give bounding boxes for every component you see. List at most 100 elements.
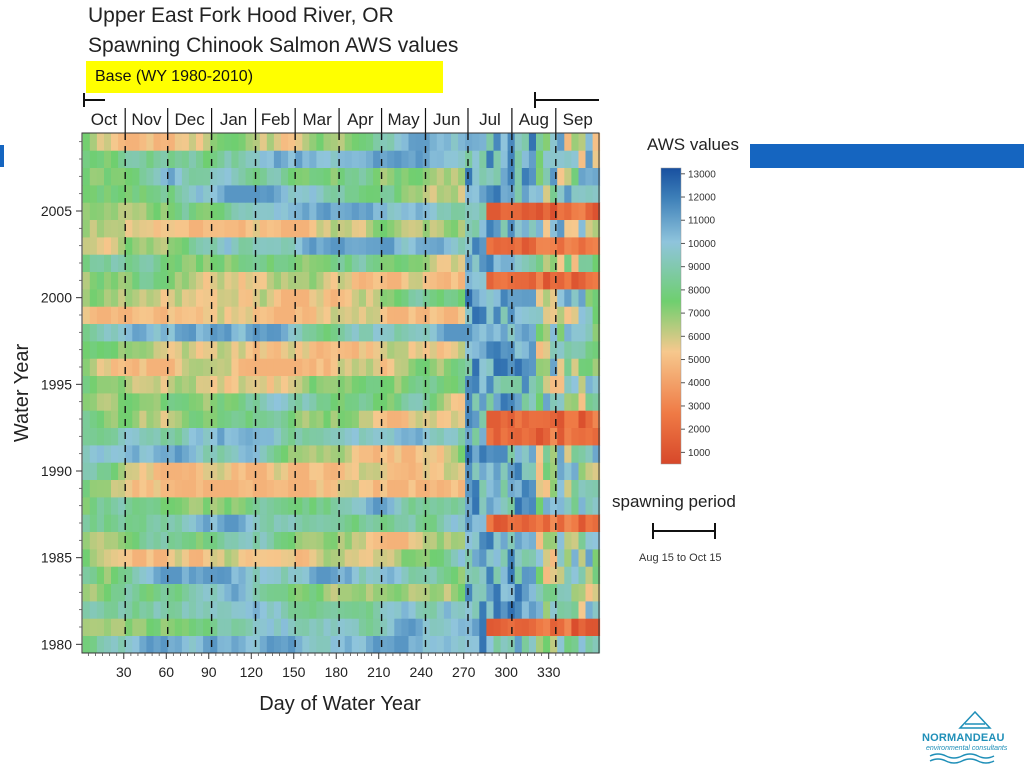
- heatmap-cell: [167, 393, 176, 411]
- heatmap-cell: [472, 549, 480, 567]
- heatmap-cell: [295, 531, 303, 550]
- heatmap-cell: [479, 289, 487, 307]
- heatmap-cell: [351, 601, 360, 619]
- heatmap-cell: [217, 341, 225, 359]
- heatmap-cell: [132, 289, 140, 307]
- heatmap-cell: [295, 133, 303, 151]
- heatmap-cell: [245, 271, 254, 290]
- heatmap-cell: [238, 133, 246, 151]
- heatmap-cell: [174, 445, 183, 463]
- heatmap-cell: [436, 150, 445, 168]
- heatmap-cell: [422, 219, 431, 238]
- heatmap-cell: [89, 185, 98, 203]
- heatmap-cell: [585, 271, 593, 290]
- heatmap-cell: [472, 566, 480, 584]
- heatmap-cell: [160, 410, 169, 428]
- heatmap-cell: [479, 219, 487, 238]
- heatmap-cell: [224, 566, 232, 584]
- heatmap-cell: [104, 219, 112, 238]
- heatmap-cell: [259, 514, 268, 532]
- heatmap-cell: [181, 133, 190, 151]
- heatmap-cell: [380, 618, 388, 636]
- heatmap-cell: [238, 271, 246, 290]
- heatmap-cell: [203, 566, 211, 584]
- heatmap-cell: [387, 410, 395, 428]
- heatmap-cell: [429, 427, 438, 446]
- heatmap-cell: [479, 514, 487, 532]
- heatmap-cell: [188, 497, 197, 515]
- heatmap-cell: [429, 185, 438, 203]
- heatmap-cell: [528, 375, 537, 394]
- heatmap-cell: [160, 583, 169, 602]
- heatmap-cell: [486, 237, 494, 255]
- heatmap-cell: [514, 410, 523, 428]
- heatmap-cell: [451, 497, 459, 515]
- heatmap-cell: [521, 566, 530, 584]
- heatmap-cell: [536, 306, 544, 324]
- heatmap-cell: [585, 583, 593, 602]
- heatmap-cell: [528, 150, 537, 168]
- heatmap-cell: [302, 202, 310, 220]
- heatmap-cell: [132, 150, 140, 168]
- heatmap-cell: [252, 393, 261, 411]
- heatmap-cell: [443, 618, 452, 636]
- heatmap-cell: [521, 375, 530, 394]
- y-tick-label: 1980: [41, 636, 72, 652]
- heatmap-cell: [316, 341, 324, 359]
- heatmap-cell: [167, 583, 176, 602]
- heatmap-cell: [281, 601, 289, 619]
- heatmap-cell: [188, 306, 197, 324]
- heatmap-cell: [387, 167, 395, 186]
- month-label: May: [387, 110, 420, 129]
- heatmap-cell: [259, 427, 268, 446]
- heatmap-cell: [500, 514, 509, 532]
- heatmap-cell: [401, 618, 409, 636]
- heatmap-cell: [557, 358, 565, 376]
- heatmap-cell: [316, 497, 324, 515]
- heatmap-cell: [436, 289, 445, 307]
- heatmap-cell: [443, 202, 452, 220]
- heatmap-cell: [401, 306, 409, 324]
- heatmap-cell: [451, 202, 459, 220]
- heatmap-cell: [210, 410, 218, 428]
- heatmap-cell: [281, 167, 289, 186]
- heatmap-cell: [592, 150, 601, 168]
- heatmap-cell: [146, 202, 154, 220]
- heatmap-cell: [557, 445, 565, 463]
- y-tick-label: 1990: [41, 463, 72, 479]
- heatmap-cell: [465, 219, 473, 238]
- heatmap-cell: [323, 393, 331, 411]
- heatmap-cell: [259, 531, 268, 550]
- heatmap-cell: [521, 237, 530, 255]
- heatmap-cell: [259, 375, 268, 394]
- heatmap-cell: [514, 323, 523, 342]
- heatmap-cell: [585, 393, 593, 411]
- heatmap-cell: [543, 375, 551, 394]
- heatmap-cell: [203, 410, 211, 428]
- heatmap-cell: [500, 462, 509, 480]
- heatmap-cell: [174, 306, 183, 324]
- heatmap-cell: [337, 341, 346, 359]
- heatmap-cell: [415, 393, 424, 411]
- heatmap-cell: [231, 462, 239, 480]
- heatmap-cell: [231, 254, 239, 272]
- heatmap-cell: [196, 583, 204, 602]
- heatmap-cell: [337, 271, 346, 290]
- heatmap-cell: [408, 583, 416, 602]
- heatmap-cell: [181, 271, 190, 290]
- heatmap-cell: [592, 289, 601, 307]
- heatmap-cell: [266, 254, 275, 272]
- heatmap-cell: [174, 427, 183, 446]
- heatmap-cell: [337, 375, 346, 394]
- heatmap-cell: [252, 375, 261, 394]
- heatmap-cell: [153, 375, 161, 394]
- heatmap-cell: [472, 358, 480, 376]
- heatmap-cell: [125, 410, 133, 428]
- heatmap-cell: [295, 219, 303, 238]
- heatmap-cell: [196, 341, 204, 359]
- heatmap-cell: [82, 358, 91, 376]
- heatmap-cell: [472, 150, 480, 168]
- heatmap-cell: [245, 289, 254, 307]
- heatmap-cell: [96, 237, 105, 255]
- heatmap-cell: [458, 445, 466, 463]
